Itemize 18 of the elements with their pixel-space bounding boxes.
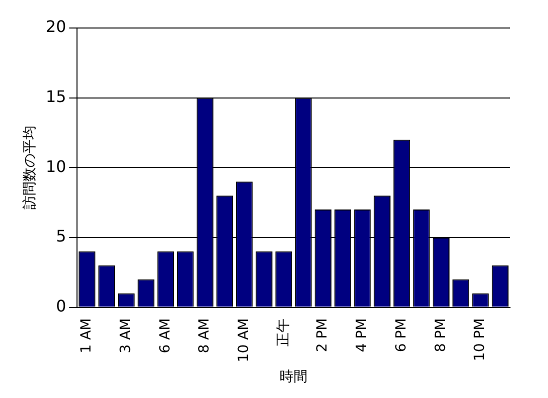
x-tick-label: 6 AM xyxy=(157,318,174,354)
x-tick-label: 3 AM xyxy=(118,318,134,354)
x-tick-label: 8 AM xyxy=(196,318,213,354)
y-axis-title: 訪問数の平均 xyxy=(22,126,38,210)
y-tick-label: 20 xyxy=(46,17,66,36)
y-tick-label: 15 xyxy=(46,86,66,106)
x-tick-label: 2 PM xyxy=(314,318,331,352)
y-tick-label: 10 xyxy=(46,156,66,176)
x-tick-label: 8 PM xyxy=(432,318,449,352)
x-tick-label: 6 PM xyxy=(393,318,410,352)
x-axis-title: 時間 xyxy=(280,369,308,386)
y-tick-label: 5 xyxy=(56,226,66,246)
x-tick-label: 1 AM xyxy=(78,318,95,354)
y-tick-label: 0 xyxy=(56,296,66,316)
x-tick-label: 4 PM xyxy=(354,318,370,352)
x-tick-label: 10 AM xyxy=(236,318,252,362)
x-tick-label: 正午 xyxy=(275,318,292,346)
x-tick-label: 10 PM xyxy=(472,318,488,362)
